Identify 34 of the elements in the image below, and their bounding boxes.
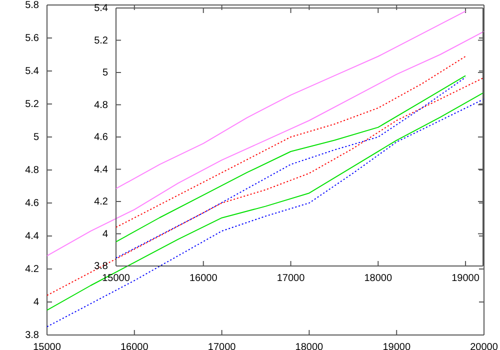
x-tick-label: 16000: [120, 342, 149, 350]
x-tick-label: 17000: [276, 273, 306, 284]
y-tick-label: 5.4: [94, 3, 108, 14]
y-tick-label: 5.2: [94, 35, 108, 46]
y-tick-label: 3.8: [25, 330, 40, 342]
x-tick-label: 15000: [102, 273, 130, 284]
y-tick-label: 4.4: [94, 164, 108, 176]
y-tick-label: 5: [102, 68, 108, 79]
y-tick-label: 4.2: [94, 196, 108, 208]
y-tick-label: 5.2: [25, 99, 40, 110]
x-tick-label: 20000: [470, 342, 498, 350]
y-tick-label: 4.6: [94, 132, 108, 144]
y-tick-label: 4: [102, 228, 108, 240]
y-tick-label: 4.8: [25, 165, 40, 176]
y-tick-label: 4.4: [25, 231, 40, 242]
x-tick-label: 16000: [189, 273, 218, 284]
y-tick-label: 5.4: [25, 66, 40, 78]
line-series: [116, 10, 466, 190]
x-tick-label: 15000: [33, 342, 62, 350]
y-tick-label: 5.8: [25, 0, 40, 12]
y-tick-label: 5: [33, 132, 40, 144]
y-tick-label: 4.8: [94, 100, 108, 111]
x-tick-label: 19000: [452, 273, 480, 284]
y-tick-label: 4.2: [25, 264, 40, 276]
y-tick-label: 4.6: [25, 198, 40, 210]
x-tick-label: 18000: [364, 273, 392, 284]
y-tick-label: 3.8: [94, 261, 108, 272]
x-tick-label: 18000: [295, 342, 324, 350]
y-tick-label: 4: [33, 297, 40, 308]
x-tick-label: 19000: [382, 342, 411, 350]
line-series: [47, 30, 484, 256]
x-tick-label: 17000: [208, 342, 236, 350]
line-series: [116, 56, 466, 228]
y-tick-label: 5.6: [25, 33, 40, 44]
